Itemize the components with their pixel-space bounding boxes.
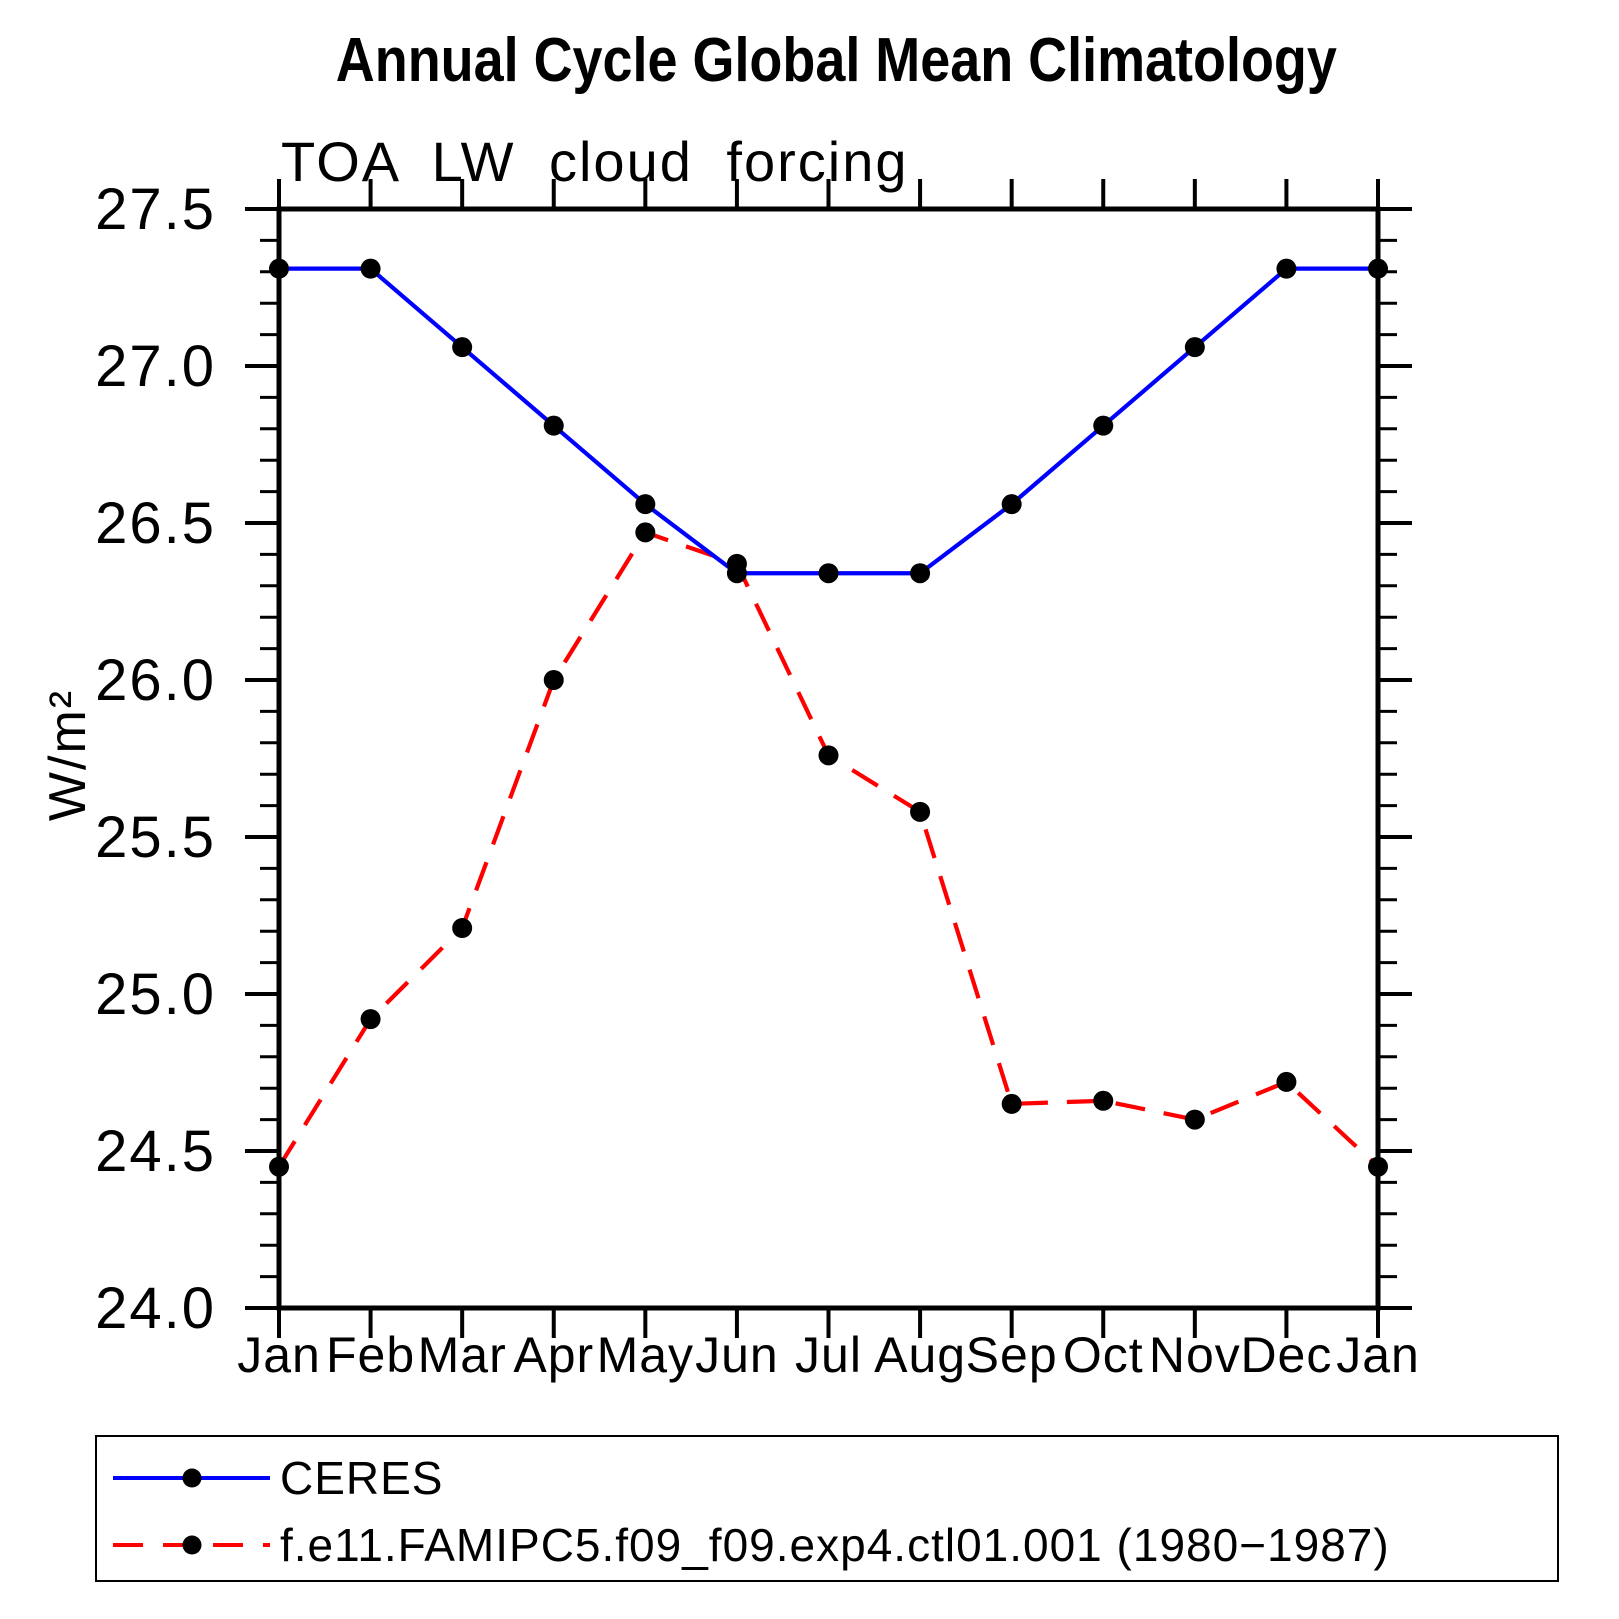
data-point-s0-0 bbox=[269, 258, 289, 279]
x-tick-label: Dec bbox=[1240, 1327, 1332, 1383]
y-tick-label: 26.0 bbox=[95, 648, 216, 713]
x-tick-label: Oct bbox=[1063, 1327, 1144, 1383]
x-tick-label: Jun bbox=[695, 1327, 779, 1383]
data-point-s1-10 bbox=[1184, 1109, 1205, 1130]
series-line-1 bbox=[277, 529, 1380, 1169]
series-line-0 bbox=[279, 266, 1378, 576]
x-tick-label: Nov bbox=[1149, 1327, 1241, 1383]
y-tick-label: 25.5 bbox=[95, 805, 216, 870]
data-point-s0-7 bbox=[910, 563, 931, 584]
data-point-s0-2 bbox=[452, 337, 473, 358]
y-tick-label: 27.0 bbox=[95, 334, 216, 399]
chart-title: Annual Cycle Global Mean Climatology bbox=[27, 30, 1619, 92]
data-point-s1-2 bbox=[452, 918, 473, 939]
data-point-s1-5 bbox=[726, 553, 747, 574]
legend: CERES f.e11.FAMIPC5.f09_f09.exp4.ctl01.0… bbox=[95, 1435, 1559, 1582]
x-tick-label: Feb bbox=[326, 1327, 415, 1383]
legend-marker-icon bbox=[182, 1468, 202, 1488]
data-point-s1-0 bbox=[269, 1156, 289, 1177]
x-tick-label: Jul bbox=[795, 1327, 862, 1383]
data-point-s0-6 bbox=[818, 563, 839, 584]
x-tick-label: Aug bbox=[874, 1327, 966, 1383]
x-tick-label: Sep bbox=[966, 1327, 1058, 1383]
data-point-s0-3 bbox=[543, 415, 564, 436]
data-point-s0-1 bbox=[360, 258, 381, 279]
data-point-s1-8 bbox=[1001, 1093, 1022, 1114]
y-tick-label: 25.0 bbox=[95, 962, 216, 1027]
x-tick-label: Mar bbox=[418, 1327, 507, 1383]
legend-label: CERES bbox=[280, 1452, 444, 1504]
data-point-s1-6 bbox=[818, 745, 839, 766]
data-point-s1-11 bbox=[1276, 1071, 1297, 1092]
y-tick-label: 24.5 bbox=[95, 1119, 216, 1184]
data-point-s0-11 bbox=[1276, 258, 1297, 279]
legend-label: f.e11.FAMIPC5.f09_f09.exp4.ctl01.001 (19… bbox=[280, 1519, 1390, 1571]
data-point-s0-9 bbox=[1093, 415, 1114, 436]
legend-marker-icon bbox=[182, 1535, 202, 1555]
legend-item-model: f.e11.FAMIPC5.f09_f09.exp4.ctl01.001 (19… bbox=[104, 1522, 1390, 1568]
legend-item-ceres: CERES bbox=[104, 1455, 443, 1501]
data-point-s0-12 bbox=[1368, 258, 1388, 279]
data-point-s1-9 bbox=[1093, 1090, 1114, 1111]
data-point-s1-7 bbox=[910, 801, 931, 822]
y-tick-label: 24.0 bbox=[95, 1276, 216, 1341]
data-point-s0-4 bbox=[635, 494, 656, 515]
data-point-s1-4 bbox=[635, 522, 656, 543]
data-point-s0-8 bbox=[1001, 494, 1022, 515]
data-point-s1-1 bbox=[360, 1009, 381, 1030]
legend-line-sample-solid bbox=[113, 1468, 270, 1488]
data-point-s0-10 bbox=[1184, 337, 1205, 358]
data-point-s1-12 bbox=[1368, 1156, 1388, 1177]
y-tick-label: 27.5 bbox=[95, 177, 216, 242]
y-tick-label: 26.5 bbox=[95, 491, 216, 556]
x-tick-label: Jan bbox=[237, 1327, 321, 1383]
x-tick-label: May bbox=[597, 1327, 694, 1383]
x-tick-label: Jan bbox=[1336, 1327, 1420, 1383]
x-tick-label: Apr bbox=[513, 1327, 594, 1383]
chart-title-text: Annual Cycle Global Mean Climatology bbox=[335, 26, 1338, 95]
legend-line-sample-dashed bbox=[113, 1535, 270, 1555]
plot-frame bbox=[276, 206, 1381, 1311]
data-point-s1-3 bbox=[543, 670, 564, 690]
chart-subtitle: TOA LW cloud forcing bbox=[281, 130, 909, 193]
